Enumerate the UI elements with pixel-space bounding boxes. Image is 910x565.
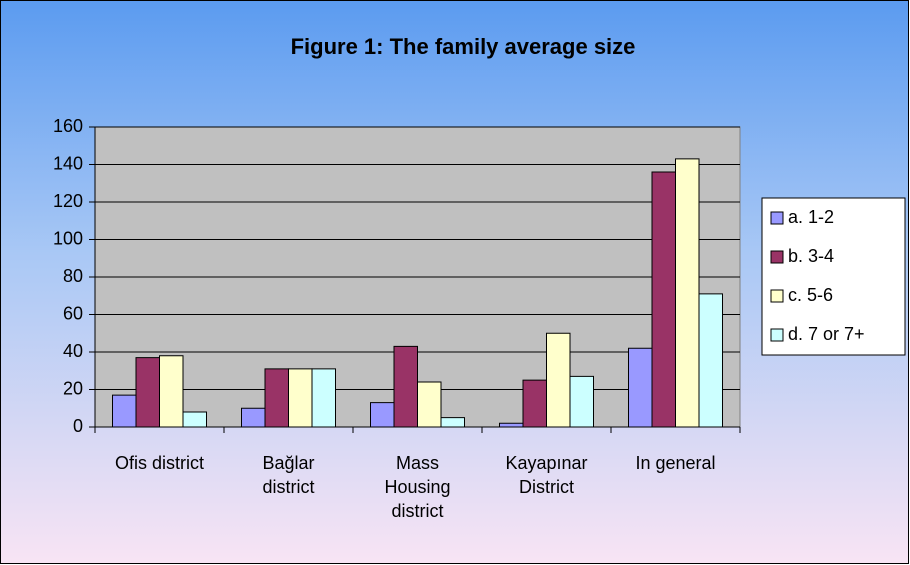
bar	[522, 379, 547, 428]
y-tick-label: 20	[63, 378, 83, 398]
legend-label: a. 1-2	[788, 207, 834, 227]
bar	[159, 355, 184, 428]
legend-swatch	[770, 328, 784, 342]
bar	[698, 293, 723, 428]
y-tick-label: 60	[63, 303, 83, 323]
bar	[112, 394, 137, 428]
bar	[546, 332, 571, 428]
bar	[370, 402, 395, 428]
x-tick-label: Bağlar district	[262, 453, 315, 497]
bar	[182, 411, 207, 428]
y-tick-label: 0	[73, 416, 83, 436]
bar	[311, 368, 336, 428]
legend-label: d. 7 or 7+	[788, 324, 865, 344]
x-tick-label: Ofis district	[114, 453, 204, 473]
x-tick-label: Mass Housing district	[384, 453, 451, 521]
bar	[135, 357, 160, 428]
bar	[393, 345, 418, 428]
legend-swatch	[770, 211, 784, 225]
x-tick-label: Kayapınar District	[505, 453, 588, 497]
y-tick-label: 120	[53, 191, 83, 211]
bar	[628, 347, 653, 428]
bar	[651, 171, 676, 428]
y-tick-label: 80	[63, 266, 83, 286]
y-tick-label: 40	[63, 341, 83, 361]
bar	[499, 422, 524, 428]
bar	[264, 368, 289, 428]
legend-label: b. 3-4	[788, 246, 834, 266]
x-tick-label: In general	[635, 453, 716, 473]
bar	[440, 417, 465, 428]
legend-box	[761, 197, 906, 356]
bar	[417, 381, 442, 428]
legend-swatch	[770, 289, 784, 303]
bar	[569, 375, 594, 428]
bar	[241, 407, 266, 428]
y-tick-label: 160	[53, 116, 83, 136]
y-tick-label: 140	[53, 153, 83, 173]
legend-swatch	[770, 250, 784, 264]
bar	[288, 368, 313, 428]
chart-title: Figure 1: The family average size	[291, 34, 636, 59]
bar	[675, 158, 700, 428]
legend-label: c. 5-6	[788, 285, 833, 305]
y-tick-label: 100	[53, 228, 83, 248]
